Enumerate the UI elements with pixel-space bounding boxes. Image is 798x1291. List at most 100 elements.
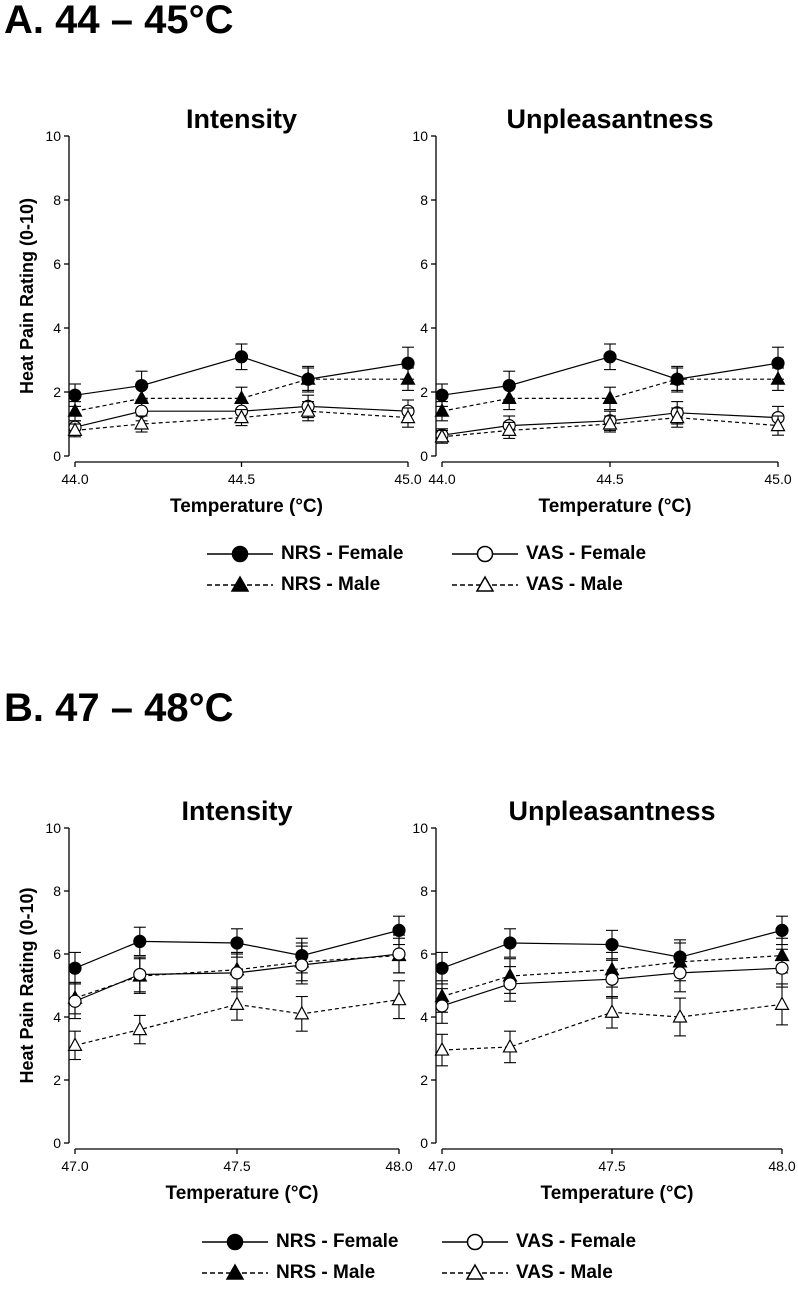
data-point-vas-male — [229, 996, 245, 1010]
section-b-title: B. 47 – 48°C — [4, 686, 234, 730]
y-tick-label: 8 — [420, 883, 428, 899]
series-line-nrs-male — [441, 954, 783, 998]
data-point-nrs-female — [503, 936, 517, 950]
data-point-nrs-male — [434, 988, 450, 1003]
chart-title: Unpleasantness — [506, 104, 713, 134]
y-tick-label: 6 — [420, 946, 428, 962]
y-tick-label: 10 — [412, 820, 428, 836]
y-tick-label: 8 — [53, 192, 61, 208]
data-point-nrs-female — [775, 923, 789, 937]
y-tick-label: 6 — [420, 256, 428, 272]
y-tick-label: 2 — [420, 1072, 428, 1088]
legend-item-nrs-female: NRS - Female — [200, 1227, 398, 1257]
data-point-nrs-female — [392, 923, 406, 937]
data-point-vas-male — [669, 409, 685, 424]
legend-marker-nrs-male — [202, 1263, 268, 1280]
y-tick-label: 10 — [45, 128, 61, 144]
data-point-vas-male — [434, 428, 450, 443]
data-point-nrs-male — [502, 967, 518, 982]
x-tick-label: 48.0 — [385, 1158, 412, 1174]
x-tick-label: 47.0 — [61, 1158, 88, 1174]
series-line-vas-female — [441, 967, 783, 1007]
data-point-nrs-male — [774, 947, 790, 962]
x-tick-label: 45.0 — [394, 471, 421, 487]
data-point-vas-male — [391, 991, 407, 1006]
data-point-nrs-male — [400, 370, 416, 385]
legend-item-vas-male: VAS - Male — [450, 570, 623, 600]
data-point-nrs-female — [771, 356, 785, 370]
data-point-vas-female — [68, 994, 82, 1008]
data-point-vas-female — [230, 966, 244, 980]
data-point-vas-male — [602, 415, 618, 430]
data-point-nrs-female — [234, 350, 249, 364]
y-tick-label: 4 — [420, 1009, 428, 1025]
data-point-nrs-male — [294, 953, 310, 968]
data-point-vas-female — [68, 420, 82, 434]
data-point-vas-female — [771, 411, 785, 425]
data-point-nrs-male — [434, 402, 450, 417]
data-point-nrs-female — [603, 350, 617, 364]
x-tick-label: 47.0 — [428, 1158, 455, 1174]
data-point-nrs-female — [670, 372, 684, 386]
data-point-nrs-male — [134, 390, 150, 404]
legend-item-nrs-male: NRS - Male — [205, 570, 380, 600]
data-point-nrs-male — [391, 947, 407, 962]
data-point-nrs-male — [501, 390, 517, 404]
x-tick-label: 44.0 — [428, 471, 455, 487]
data-point-nrs-male — [67, 402, 83, 417]
legend-label-vas-male: VAS - Male — [516, 1262, 613, 1283]
data-point-nrs-female — [68, 388, 82, 402]
x-tick-label: 47.5 — [598, 1158, 625, 1174]
data-point-vas-male — [501, 422, 517, 436]
data-point-vas-male — [233, 409, 250, 424]
data-point-nrs-female — [435, 961, 449, 975]
data-point-nrs-male — [233, 390, 250, 404]
data-point-vas-male — [502, 1038, 518, 1053]
x-tick-label: 44.5 — [228, 471, 255, 487]
data-point-nrs-male — [229, 961, 245, 976]
data-point-vas-female — [502, 419, 516, 433]
data-point-vas-male — [770, 417, 786, 432]
legend-b: NRS - Female VAS - Female NRS - Male VAS… — [200, 1227, 660, 1291]
data-point-vas-male — [132, 1021, 148, 1036]
legend-a: NRS - Female VAS - Female NRS - Male VAS… — [205, 539, 665, 603]
data-point-vas-female — [135, 404, 149, 418]
series-line-nrs-female — [74, 929, 400, 969]
x-tick-label: 44.0 — [61, 471, 88, 487]
y-tick-label: 2 — [53, 384, 61, 400]
series-line-nrs-female — [74, 356, 409, 396]
data-point-vas-female — [435, 428, 449, 442]
data-point-nrs-male — [602, 390, 618, 404]
series-line-vas-male — [441, 416, 779, 438]
data-point-vas-female — [673, 966, 687, 980]
series-line-vas-male — [74, 410, 409, 431]
legend-label-nrs-female: NRS - Female — [276, 1231, 399, 1252]
data-point-vas-male — [434, 1041, 450, 1056]
data-point-vas-female — [603, 414, 617, 428]
data-point-vas-male — [67, 422, 83, 436]
legend-item-vas-female: VAS - Female — [450, 539, 646, 569]
legend-marker-vas-male — [452, 575, 518, 592]
data-point-nrs-male — [132, 967, 148, 982]
legend-item-vas-male: VAS - Male — [440, 1258, 613, 1288]
legend-label-nrs-male: NRS - Male — [276, 1262, 376, 1283]
data-point-nrs-male — [67, 989, 83, 1004]
x-axis-label: Temperature (°C) — [166, 1183, 319, 1204]
data-point-vas-male — [300, 402, 316, 417]
data-point-vas-female — [295, 958, 309, 972]
data-point-vas-female — [605, 972, 619, 986]
series-line-vas-male — [74, 999, 400, 1046]
legend-marker-nrs-male — [207, 575, 273, 592]
y-tick-label: 0 — [420, 448, 428, 464]
data-point-nrs-female — [68, 961, 82, 975]
series-line-vas-male — [441, 1003, 783, 1051]
x-tick-label: 47.5 — [223, 1158, 250, 1174]
series-line-nrs-male — [74, 954, 400, 999]
y-tick-label: 10 — [412, 128, 428, 144]
x-axis-label: Temperature (°C) — [170, 496, 323, 517]
legend-label-vas-female: VAS - Female — [526, 543, 647, 564]
y-tick-label: 6 — [53, 256, 61, 272]
x-tick-label: 45.0 — [764, 471, 791, 487]
y-tick-label: 2 — [420, 384, 428, 400]
